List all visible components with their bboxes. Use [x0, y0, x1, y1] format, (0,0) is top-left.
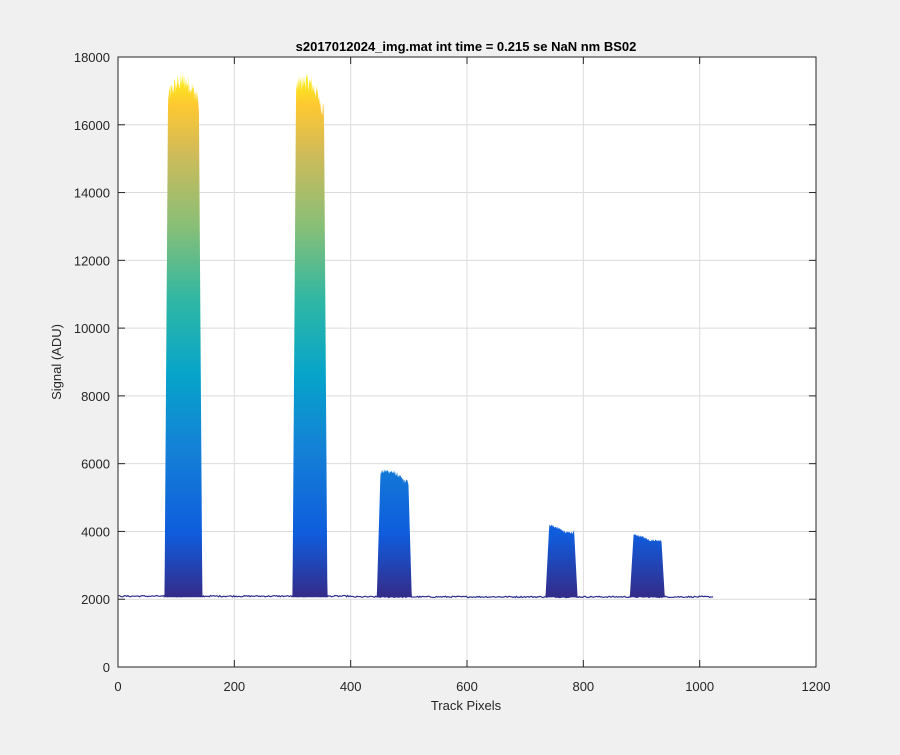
- y-tick-label: 2000: [81, 592, 110, 607]
- y-tick-label: 4000: [81, 524, 110, 539]
- grid: [118, 57, 816, 667]
- signal-peak-5: [628, 534, 666, 598]
- signal-peak-3: [375, 469, 413, 598]
- x-tick-label: 400: [340, 679, 362, 694]
- y-tick-label: 10000: [74, 321, 110, 336]
- x-axis-label: Track Pixels: [431, 698, 502, 713]
- x-tick-label: 1200: [802, 679, 831, 694]
- y-tick-label: 14000: [74, 186, 110, 201]
- x-tick-label: 600: [456, 679, 478, 694]
- signal-peak-4: [544, 524, 579, 598]
- ticks: 0 200 400 600 800 1000 12000200040006000800010…: [74, 50, 831, 694]
- x-tick-label: 200: [223, 679, 245, 694]
- baseline-trace: [118, 594, 714, 599]
- y-axis-label: Signal (ADU): [49, 324, 64, 400]
- y-tick-label: 0: [103, 660, 110, 675]
- x-tick-label: 800: [572, 679, 594, 694]
- chart-title: s2017012024_img.mat int time = 0.215 se …: [296, 39, 637, 54]
- x-tick-label: 1000: [685, 679, 714, 694]
- y-tick-label: 16000: [74, 118, 110, 133]
- signal-peak-2: [291, 72, 329, 598]
- plot-area: [118, 72, 714, 599]
- y-tick-label: 18000: [74, 50, 110, 65]
- x-tick-label: 0: [114, 679, 121, 694]
- y-tick-label: 6000: [81, 457, 110, 472]
- y-tick-label: 8000: [81, 389, 110, 404]
- signal-peak-1: [163, 72, 204, 598]
- y-tick-label: 12000: [74, 253, 110, 268]
